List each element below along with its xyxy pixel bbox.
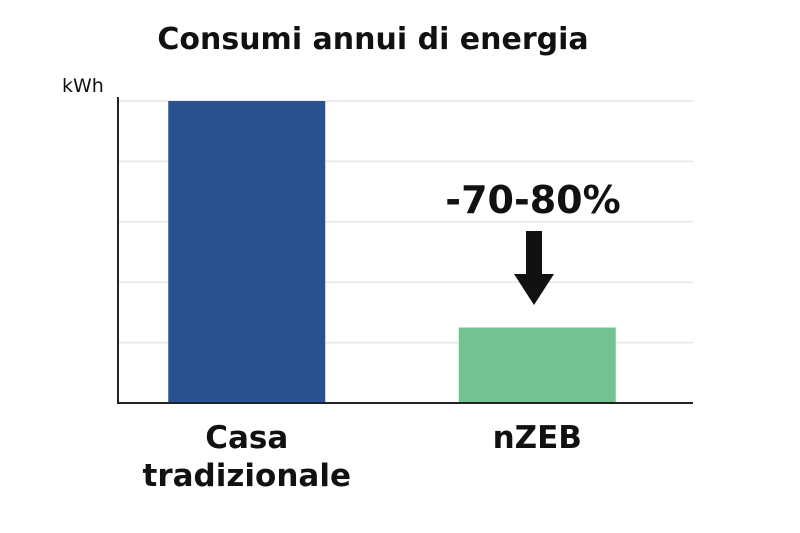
reduction-annotation: -70-80% — [445, 178, 621, 305]
bar-2 — [458, 327, 616, 403]
reduction-percentage-label: -70-80% — [445, 178, 620, 222]
bar-1 — [168, 101, 326, 403]
category-label-2: nZEB — [493, 420, 582, 456]
category-labels: Casa tradizionale nZEB — [143, 420, 582, 494]
down-arrow-icon — [514, 231, 554, 305]
chart-title: Consumi annui di energia — [157, 22, 588, 57]
bars — [168, 101, 616, 403]
y-axis-label: kWh — [62, 75, 104, 97]
category-label-1: Casa tradizionale — [143, 420, 351, 494]
